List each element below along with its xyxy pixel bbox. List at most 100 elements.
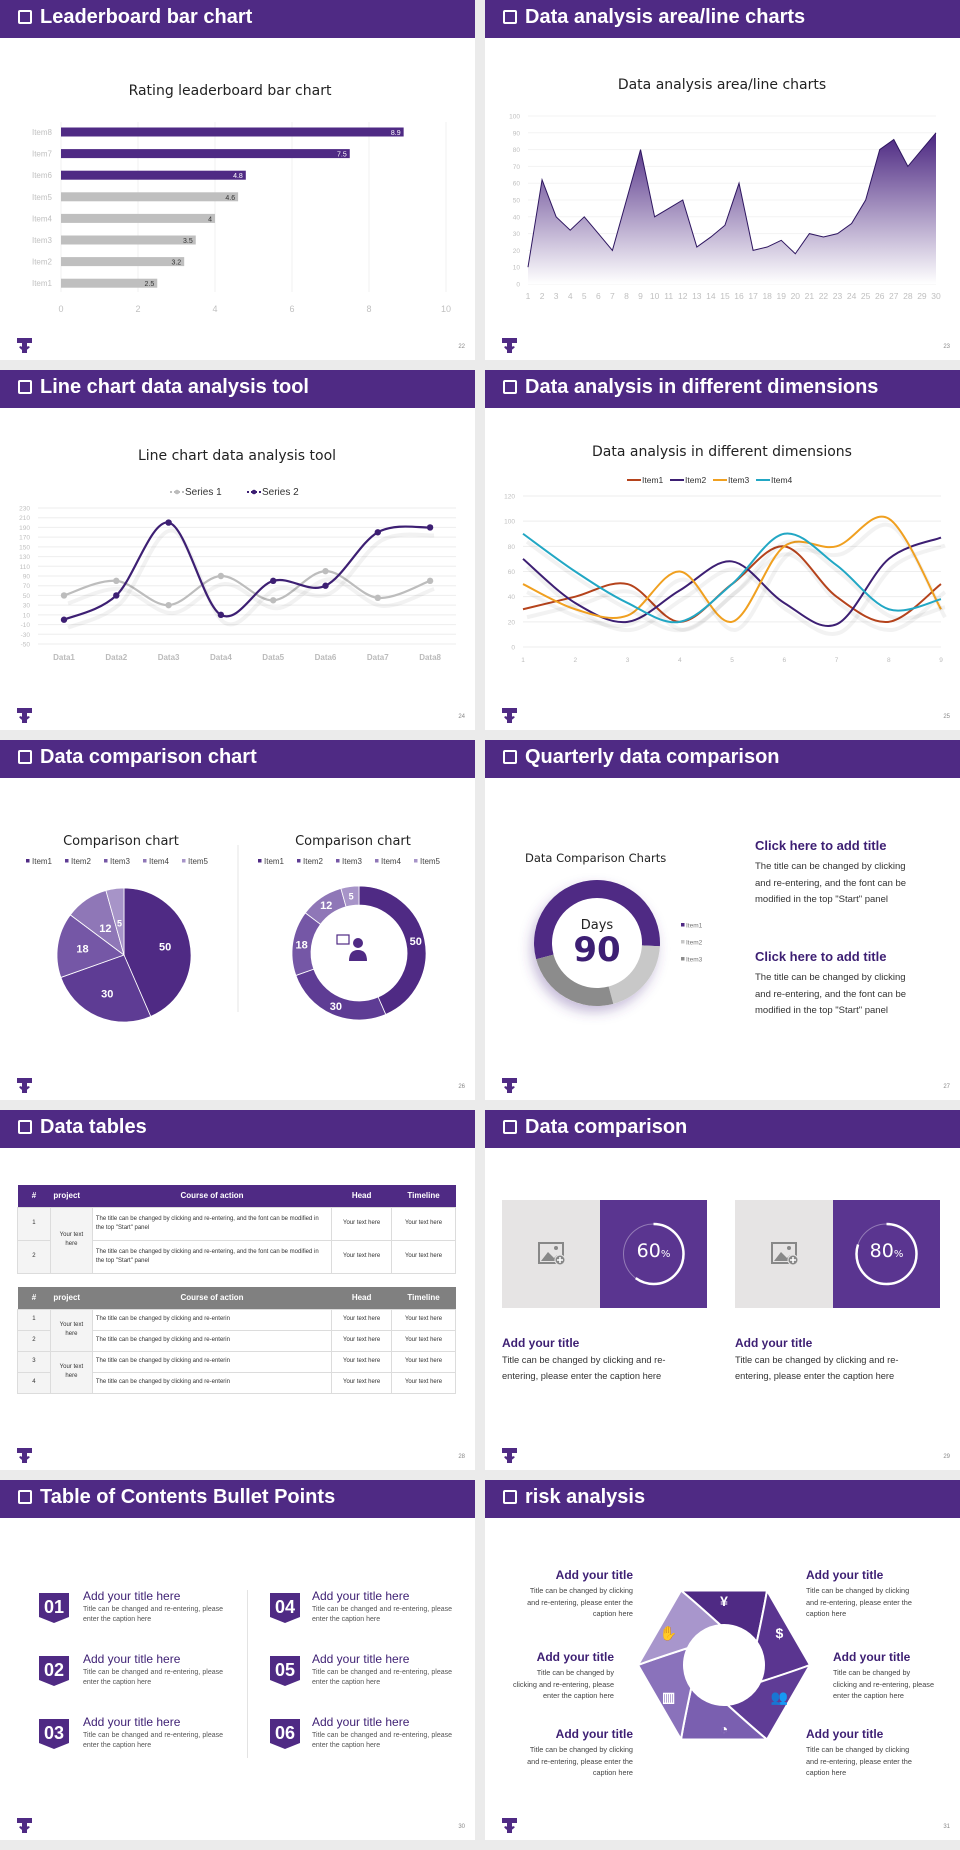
slide-thumbnail[interactable]: Data tables 28 # project Course of action Hea… (0, 1110, 475, 1470)
risk-text: enter the caption here (543, 1691, 614, 1700)
checkbox-bullet-icon (503, 750, 517, 764)
chart-title: Data analysis area/line charts (618, 77, 826, 93)
item-title[interactable]: Add your title here (83, 1652, 181, 1666)
head-cell[interactable]: Your text here (331, 1206, 393, 1241)
university-logo (17, 338, 32, 353)
legend-label: Series 2 (262, 487, 299, 498)
action-cell[interactable]: The title can be changed by clicking and… (91, 1371, 333, 1394)
data-point (165, 519, 172, 526)
x-tick-label: 2 (573, 657, 577, 664)
data-label: 4 (208, 216, 212, 223)
number-badge: 02 (39, 1656, 69, 1686)
data-point (60, 616, 68, 623)
head-cell[interactable]: Your text here (331, 1239, 393, 1274)
timeline-cell[interactable]: Your text here (391, 1206, 456, 1241)
risk-title[interactable]: Add your title (555, 1727, 633, 1741)
action-cell[interactable]: The title can be changed by clicking and… (91, 1350, 333, 1373)
slide-thumbnail[interactable]: Data comparison chart 26 Comparison chart I… (0, 740, 475, 1100)
item-title[interactable]: Add your title here (83, 1715, 181, 1729)
table-row: 2 The title can be changed by clicking an… (17, 1239, 456, 1274)
slide-thumbnail[interactable]: Data comparison 29 60% Add your title Title … (485, 1110, 960, 1470)
legend-label: Item3 (686, 957, 703, 964)
slide-thumbnail[interactable]: Line chart data analysis tool 24 Line char… (0, 370, 475, 730)
slide-thumbnail[interactable]: Table of Contents Bullet Points 30 01 Add y… (0, 1480, 475, 1840)
x-tick-label: Data3 (158, 653, 180, 662)
risk-text: enter the caption here (833, 1691, 904, 1700)
action-cell[interactable]: The title can be changed by clicking and… (91, 1239, 333, 1274)
risk-title[interactable]: Add your title (806, 1727, 884, 1741)
y-tick-label: 40 (508, 594, 516, 601)
project-cell[interactable]: Your text here (49, 1206, 93, 1274)
item-title[interactable]: Add your title here (312, 1715, 410, 1729)
pie-slice (56, 914, 125, 978)
x-tick-label: 24 (847, 291, 857, 301)
slide-title: Table of Contents Bullet Points (40, 1486, 336, 1508)
card-title[interactable]: Add your title (502, 1336, 580, 1350)
page-number: 29 (943, 1454, 950, 1460)
card-title[interactable]: Add your title (735, 1336, 813, 1350)
risk-title[interactable]: Add your title (833, 1650, 911, 1664)
head-cell[interactable]: Your text here (331, 1329, 393, 1352)
number-badge: 06 (270, 1719, 300, 1749)
legend-swatch (26, 859, 30, 863)
legend-label: Item5 (420, 857, 441, 866)
item-title[interactable]: Add your title here (83, 1589, 181, 1603)
checkbox-bullet-icon (18, 380, 32, 394)
logo-shape (504, 1826, 515, 1831)
slide-thumbnail[interactable]: Quarterly data comparison 27 Data Comparis… (485, 740, 960, 1100)
head-cell[interactable]: Your text here (331, 1371, 393, 1394)
category-label: Item2 (32, 258, 53, 267)
image-placeholder[interactable] (502, 1200, 601, 1308)
page-number: 23 (943, 344, 950, 350)
x-tick-label: 4 (568, 291, 573, 301)
item-title[interactable]: Add your title here (312, 1652, 410, 1666)
timeline-cell[interactable]: Your text here (391, 1350, 456, 1373)
block-text: The title can be changed by clicking (755, 972, 906, 983)
head-cell[interactable]: Your text here (331, 1308, 393, 1331)
x-tick-label: 6 (596, 291, 601, 301)
icon-part (557, 1257, 563, 1263)
image-placeholder[interactable] (735, 1200, 834, 1308)
risk-text: Title can be changed by clicking (806, 1586, 910, 1595)
slide-thumbnail[interactable]: Data analysis in different dimensions 25 D… (485, 370, 960, 730)
pie-slice (340, 885, 360, 908)
y-tick-label: 80 (508, 544, 516, 551)
bar (61, 257, 185, 267)
block-title[interactable]: Click here to add title (755, 949, 887, 964)
x-tick-label: 30 (931, 291, 941, 301)
timeline-cell[interactable]: Your text here (391, 1371, 456, 1394)
timeline-cell[interactable]: Your text here (391, 1329, 456, 1352)
university-logo (17, 708, 32, 723)
data-point (426, 577, 434, 585)
project-cell[interactable]: Your text here (49, 1308, 93, 1352)
risk-title[interactable]: Add your title (555, 1568, 633, 1582)
block-title[interactable]: Click here to add title (755, 838, 887, 853)
slide-thumbnail[interactable]: risk analysis 31 ¥ $ 👥 ◔ ▥ ✋ Add your title Title… (485, 1480, 960, 1840)
risk-title[interactable]: Add your title (536, 1650, 614, 1664)
timeline-cell[interactable]: Your text here (391, 1308, 456, 1331)
y-tick-label: 50 (23, 593, 31, 600)
slide-header: Data tables (0, 1110, 475, 1148)
legend-label: Item1 (32, 857, 53, 866)
action-cell[interactable]: The title can be changed by clicking and… (91, 1329, 333, 1352)
risk-text: Title can be changed by clicking (529, 1586, 633, 1595)
data-label: 50 (159, 941, 171, 953)
data-label: 5 (117, 918, 122, 928)
pie-chart-icon: ◔ (720, 1721, 728, 1737)
x-tick-label: Data5 (262, 653, 284, 662)
legend-marker (174, 489, 180, 495)
logo-shape (19, 1086, 30, 1091)
action-cell[interactable]: The title can be changed by clicking and… (91, 1206, 333, 1241)
timeline-cell[interactable]: Your text here (391, 1239, 456, 1274)
legend-label: Item2 (303, 857, 324, 866)
legend-label: Item2 (686, 940, 703, 947)
project-cell[interactable]: Your text here (49, 1350, 93, 1394)
head-cell[interactable]: Your text here (331, 1350, 393, 1373)
block-text: and re-entering, and the font can be (755, 877, 907, 889)
item-title[interactable]: Add your title here (312, 1589, 410, 1603)
category-label: Item5 (32, 193, 53, 202)
slide-thumbnail[interactable]: Data analysis area/line charts 23 Data ana… (485, 0, 960, 360)
risk-title[interactable]: Add your title (806, 1568, 884, 1582)
slide-thumbnail[interactable]: Leaderboard bar chart 22 Rating leaderboar… (0, 0, 475, 360)
action-cell[interactable]: The title can be changed by clicking and… (91, 1308, 333, 1331)
